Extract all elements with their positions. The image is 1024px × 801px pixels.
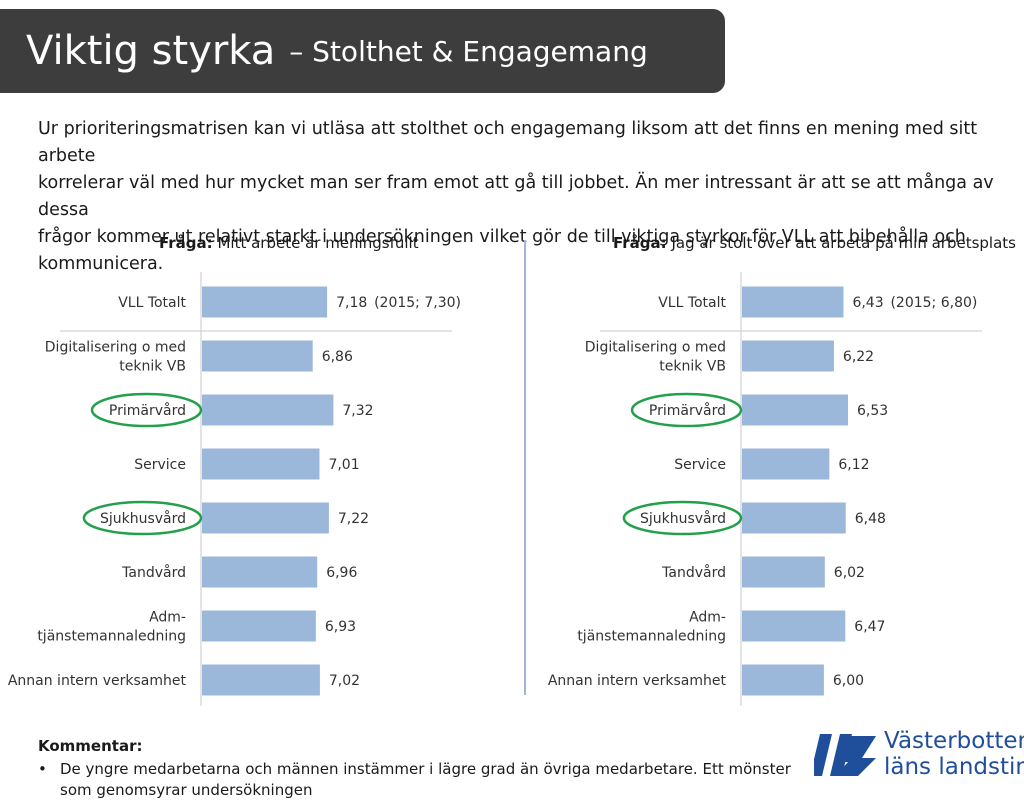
bar-2: [742, 340, 834, 372]
page-title: Viktig styrka: [26, 28, 276, 74]
value-label: 6,93: [325, 619, 356, 635]
bar-8: [742, 664, 824, 696]
value-annotation: (2015; 6,80): [890, 295, 977, 311]
highlight-ellipse: [82, 500, 203, 536]
category-label: Annan intern verksamhet: [548, 673, 727, 689]
intro-text: Ur prioriteringsmatrisen kan vi utläsa a…: [38, 119, 994, 274]
value-label: 7,01: [328, 457, 359, 473]
category-label: Sjukhusvård: [640, 510, 726, 527]
chart-1-title: Fråga: Mitt arbete är meningsfullt: [159, 234, 419, 252]
value-label: 6,02: [834, 565, 865, 581]
value-label: 6,00: [833, 673, 864, 689]
bar-3: [202, 394, 334, 426]
value-label: 7,22: [338, 511, 369, 527]
chart-1: VLL Totalt 7,18 (2015; 7,30) Digitalisering…: [8, 272, 461, 706]
category-label: Tandvård: [661, 564, 726, 581]
bar-1: [742, 286, 844, 318]
bar-4: [202, 448, 320, 480]
value-label: 6,12: [838, 457, 869, 473]
category-label: Service: [674, 457, 726, 473]
category-label: VLL Totalt: [118, 295, 186, 311]
value-label: 6,43: [852, 295, 883, 311]
category-label: Tandvård: [121, 564, 186, 581]
bar-4: [742, 448, 830, 480]
chart-1-title-text: Mitt arbete är meningsfullt: [217, 234, 419, 252]
bar-5: [202, 502, 329, 534]
value-label: 6,22: [843, 349, 874, 365]
chart-2-title-prefix: Fråga:: [613, 234, 667, 252]
value-label: 6,48: [855, 511, 886, 527]
category-label: Annan intern verksamhet: [8, 673, 187, 689]
chart-2-title-text: Jag är stolt över att arbeta på min arbe…: [671, 234, 1016, 252]
chart-divider: [524, 240, 526, 695]
category-label: Service: [134, 457, 186, 473]
chart-2-title: Fråga: Jag är stolt över att arbeta på m…: [613, 234, 1016, 252]
value-annotation: (2015; 7,30): [374, 295, 461, 311]
bar-8: [202, 664, 320, 696]
chart-2: VLL Totalt 6,43 (2015; 6,80) Digitalisering…: [548, 272, 982, 706]
comment-list: De yngre medarbetarna och männen instämm…: [38, 759, 798, 801]
bar-5: [742, 502, 846, 534]
logo-text: Västerbottens läns landsting: [884, 728, 1024, 780]
bar-6: [742, 556, 825, 588]
category-label: Adm-tjänstemannaledning: [577, 610, 726, 645]
highlight-ellipse: [90, 392, 203, 428]
page-subtitle: – Stolthet & Engagemang: [289, 34, 648, 68]
value-label: 7,32: [342, 403, 373, 419]
logo-line-2: läns landsting: [884, 754, 1024, 780]
category-label: Digitalisering o med teknik VB: [585, 340, 726, 375]
category-label: Primärvård: [649, 402, 726, 419]
category-label: Primärvård: [109, 402, 186, 419]
bar-3: [742, 394, 849, 426]
category-label: Adm-tjänstemannaledning: [37, 610, 186, 645]
category-label: Sjukhusvård: [100, 510, 186, 527]
value-label: 7,02: [329, 673, 360, 689]
chart-1-title-prefix: Fråga:: [159, 234, 213, 252]
value-label: 6,47: [854, 619, 885, 635]
landsting-logo-icon: [814, 734, 876, 776]
value-label: 7,18: [336, 295, 367, 311]
value-label: 6,53: [857, 403, 888, 419]
value-label: 6,96: [326, 565, 357, 581]
category-label: VLL Totalt: [658, 295, 726, 311]
bar-1: [202, 286, 328, 318]
bar-7: [202, 610, 316, 642]
bar-7: [742, 610, 846, 642]
highlight-ellipse: [622, 500, 743, 536]
comment-item: De yngre medarbetarna och männen instämm…: [38, 759, 798, 801]
logo-line-1: Västerbottens: [884, 728, 1024, 754]
title-bar: Viktig styrka – Stolthet & Engagemang: [0, 9, 725, 93]
value-label: 6,86: [322, 349, 353, 365]
bar-2: [202, 340, 313, 372]
comment-heading: Kommentar:: [38, 737, 143, 755]
category-label: Digitalisering o med teknik VB: [45, 340, 186, 375]
highlight-ellipse: [630, 392, 743, 428]
bar-6: [202, 556, 318, 588]
